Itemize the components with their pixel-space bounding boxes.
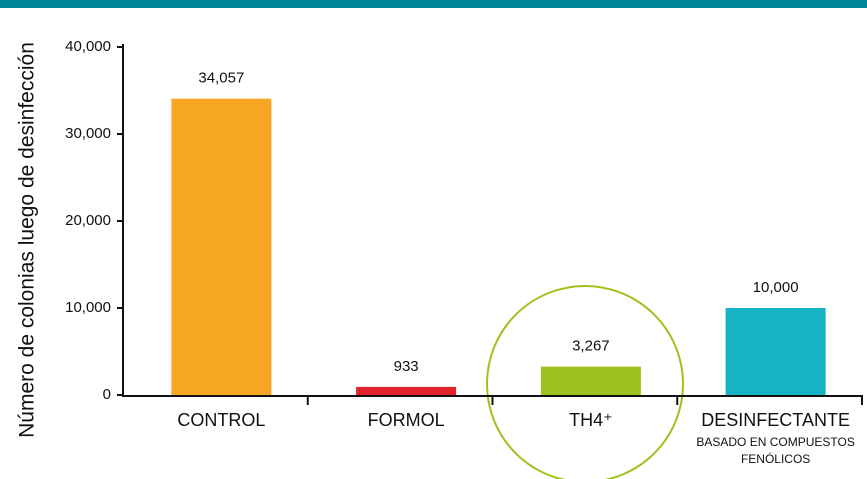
bar [356,386,457,395]
y-tick-label: 10,000 [65,299,111,316]
y-axis-label: Número de colonias luego de desinfección [16,42,39,438]
y-tick-label: 20,000 [65,212,111,229]
x-tick-label: TH4⁺ [569,410,613,430]
y-tick-label: 40,000 [65,38,111,55]
bar [171,98,272,395]
x-tick-label: FORMOL [368,410,445,430]
top-band [0,0,867,8]
value-label: 933 [394,358,419,375]
highlight-circle [486,285,684,479]
value-label: 10,000 [753,279,799,296]
y-tick-label: 0 [103,386,111,403]
category-note: BASADO EN COMPUESTOS [696,435,854,449]
x-tick-label: CONTROL [177,410,265,430]
value-label: 34,057 [198,70,244,87]
bar [540,366,641,395]
x-tick-label: DESINFECTANTE [701,410,850,430]
value-label: 3,267 [572,338,610,355]
category-note: FENÓLICOS [741,451,810,466]
bar [725,308,826,395]
y-tick-label: 30,000 [65,125,111,142]
